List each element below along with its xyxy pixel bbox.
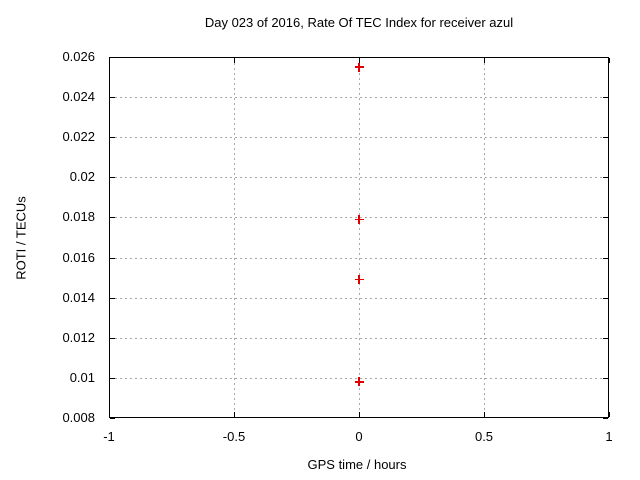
marker-vertical-stroke <box>358 214 360 224</box>
x-tick-mark-bottom <box>234 412 235 417</box>
y-tick-mark-right <box>603 338 608 339</box>
data-point-marker <box>354 62 364 72</box>
x-tick-label: 1 <box>605 429 613 444</box>
marker-vertical-stroke <box>358 377 360 387</box>
y-tick-mark-right <box>603 258 608 259</box>
x-tick-mark-bottom <box>484 412 485 417</box>
y-tick-label: 0.02 <box>69 169 95 184</box>
x-tick-mark-bottom <box>109 412 110 417</box>
x-tick-mark-top <box>109 58 110 63</box>
y-tick-mark-left <box>110 97 115 98</box>
y-tick-label: 0.008 <box>62 410 95 425</box>
y-tick-mark-right <box>603 378 608 379</box>
x-tick-mark-top <box>609 58 610 63</box>
y-tick-mark-right <box>603 298 608 299</box>
y-tick-mark-left <box>110 258 115 259</box>
marker-vertical-stroke <box>358 275 360 285</box>
y-tick-mark-left <box>110 57 115 58</box>
x-axis-label: GPS time / hours <box>307 457 407 472</box>
gridline-vertical <box>484 58 485 417</box>
x-tick-mark-top <box>484 58 485 63</box>
y-tick-label: 0.016 <box>62 250 95 265</box>
gridline-vertical <box>359 58 360 417</box>
data-point-marker <box>354 275 364 285</box>
plot-area <box>109 57 609 418</box>
gridline-horizontal <box>110 137 608 138</box>
y-tick-label: 0.012 <box>62 330 95 345</box>
x-tick-mark-top <box>359 58 360 63</box>
gridline-horizontal <box>110 298 608 299</box>
y-tick-label: 0.026 <box>62 49 95 64</box>
y-tick-label: 0.022 <box>62 129 95 144</box>
x-tick-label: -1 <box>103 429 115 444</box>
chart-title: Day 023 of 2016, Rate Of TEC Index for r… <box>204 15 514 30</box>
gridline-horizontal <box>110 177 608 178</box>
y-tick-mark-right <box>603 418 608 419</box>
y-tick-mark-left <box>110 418 115 419</box>
y-tick-mark-right <box>603 137 608 138</box>
x-tick-label: 0.5 <box>474 429 494 444</box>
y-tick-label: 0.01 <box>69 370 95 385</box>
gridline-vertical <box>234 58 235 417</box>
marker-vertical-stroke <box>358 62 360 72</box>
y-tick-mark-left <box>110 217 115 218</box>
y-tick-label: 0.018 <box>62 209 95 224</box>
y-tick-mark-left <box>110 177 115 178</box>
data-point-marker <box>354 377 364 387</box>
y-tick-mark-left <box>110 378 115 379</box>
gridline-horizontal <box>110 338 608 339</box>
x-tick-label: -0.5 <box>222 429 246 444</box>
x-tick-mark-bottom <box>359 412 360 417</box>
y-tick-mark-right <box>603 177 608 178</box>
y-tick-mark-left <box>110 298 115 299</box>
gridline-horizontal <box>110 258 608 259</box>
gridline-horizontal <box>110 97 608 98</box>
x-tick-mark-top <box>234 58 235 63</box>
y-tick-label: 0.024 <box>62 89 95 104</box>
x-tick-label: 0 <box>355 429 363 444</box>
y-tick-mark-right <box>603 97 608 98</box>
x-tick-mark-bottom <box>609 412 610 417</box>
y-tick-mark-right <box>603 217 608 218</box>
data-point-marker <box>354 214 364 224</box>
y-tick-mark-right <box>603 57 608 58</box>
y-tick-mark-left <box>110 338 115 339</box>
y-tick-label: 0.014 <box>62 290 95 305</box>
y-tick-mark-left <box>110 137 115 138</box>
